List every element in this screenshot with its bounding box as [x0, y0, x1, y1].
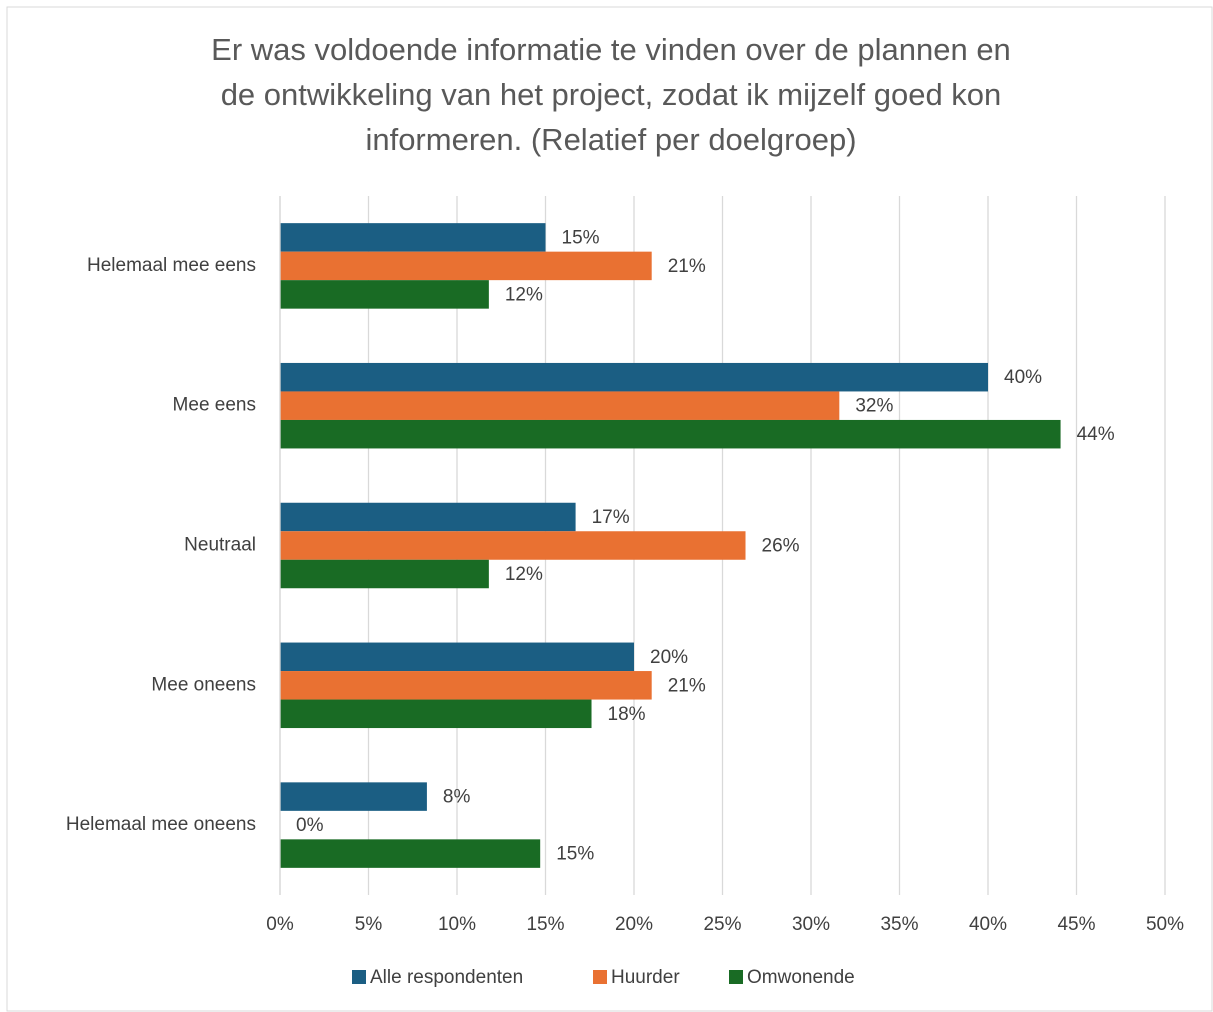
x-tick-label: 30% — [792, 914, 830, 935]
legend-swatch — [352, 970, 366, 984]
data-label: 18% — [608, 704, 646, 725]
x-tick-label: 5% — [355, 914, 383, 935]
bar — [280, 362, 988, 392]
x-tick-label: 25% — [703, 914, 741, 935]
legend-swatch — [593, 970, 607, 984]
chart-frame — [6, 6, 1213, 1012]
bar — [280, 699, 592, 729]
data-label: 0% — [296, 815, 324, 836]
legend-label: Omwonende — [747, 967, 855, 988]
x-tick-label: 35% — [880, 914, 918, 935]
data-label: 8% — [443, 787, 471, 808]
bar — [280, 502, 576, 532]
y-tick-label: Mee oneens — [151, 674, 256, 695]
data-label: 21% — [668, 675, 706, 696]
chart-title: informeren. (Relatief per doelgroep) — [365, 122, 856, 157]
bar — [280, 531, 746, 560]
data-label: 21% — [668, 256, 706, 277]
bar — [280, 782, 427, 811]
x-tick-label: 10% — [438, 914, 476, 935]
x-tick-label: 20% — [615, 914, 653, 935]
bar — [280, 251, 652, 281]
y-tick-label: Neutraal — [184, 535, 256, 556]
data-label: 44% — [1077, 424, 1115, 445]
bar — [280, 642, 634, 672]
bar — [280, 419, 1061, 449]
chart-title: de ontwikkeling van het project, zodat i… — [221, 77, 1002, 112]
bar — [280, 671, 652, 700]
x-tick-label: 50% — [1146, 914, 1184, 935]
bar — [280, 391, 840, 420]
data-label: 15% — [562, 227, 600, 248]
data-label: 12% — [505, 284, 543, 305]
y-tick-label: Mee eens — [173, 395, 256, 416]
bar — [280, 280, 489, 309]
legend-swatch — [729, 970, 743, 984]
legend-label: Alle respondenten — [370, 967, 523, 988]
data-label: 17% — [592, 507, 630, 528]
x-tick-label: 0% — [266, 914, 294, 935]
y-tick-label: Helemaal mee oneens — [66, 814, 256, 835]
data-label: 20% — [650, 647, 688, 668]
data-label: 15% — [556, 844, 594, 865]
bar — [280, 559, 489, 589]
x-tick-label: 40% — [969, 914, 1007, 935]
data-label: 12% — [505, 564, 543, 585]
data-label: 26% — [762, 536, 800, 557]
legend-label: Huurder — [611, 967, 680, 988]
bar — [280, 839, 541, 868]
chart-title: Er was voldoende informatie te vinden ov… — [211, 32, 1011, 67]
x-tick-label: 45% — [1057, 914, 1095, 935]
y-tick-label: Helemaal mee eens — [87, 255, 256, 276]
data-label: 40% — [1004, 367, 1042, 388]
data-label: 32% — [855, 396, 893, 417]
bar — [280, 223, 546, 252]
x-tick-label: 15% — [526, 914, 564, 935]
